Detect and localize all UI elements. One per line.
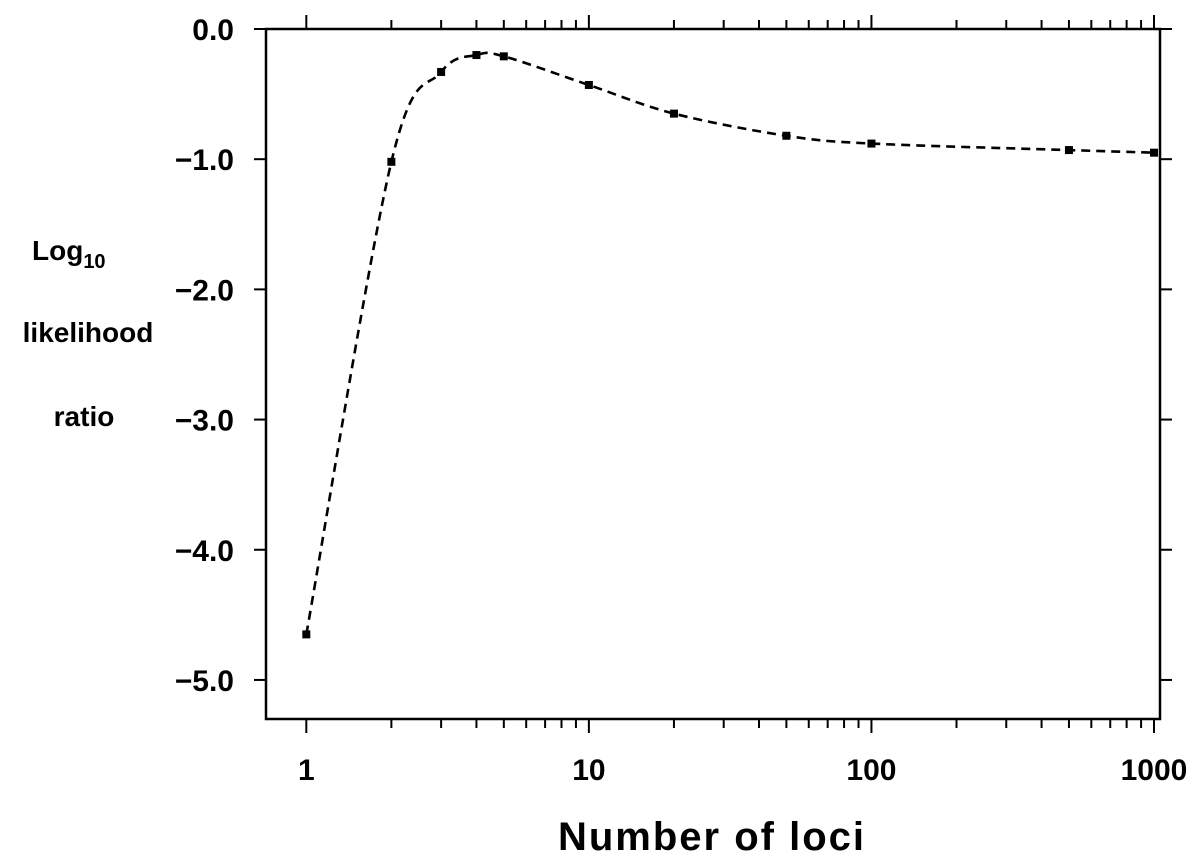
data-point-marker — [302, 630, 311, 639]
data-point-marker — [867, 139, 876, 148]
y-tick-labels: 0.0 −1.0 −2.0 −3.0 −4.0 −5.0 — [175, 14, 234, 698]
data-point-marker — [584, 80, 593, 89]
y-tick-label: 0.0 — [192, 14, 234, 47]
data-point-marker — [387, 157, 396, 166]
y-tick-label: −2.0 — [175, 274, 234, 307]
y-axis-label-likelihood: likelihood — [23, 317, 154, 348]
data-point-marker — [1150, 148, 1159, 157]
x-tick-label: 1000 — [1121, 754, 1188, 787]
data-point-marker — [669, 109, 678, 118]
data-point-marker — [499, 52, 508, 61]
x-tick-label: 1 — [298, 754, 315, 787]
y-axis-label-ratio: ratio — [54, 401, 115, 432]
axis-ticks — [254, 15, 1172, 733]
x-tick-label: 100 — [846, 754, 896, 787]
y-tick-label: −1.0 — [175, 144, 234, 177]
x-tick-labels: 1 10 100 1000 — [298, 754, 1187, 787]
data-point-marker — [437, 67, 446, 76]
y-tick-label: −5.0 — [175, 665, 234, 698]
x-tick-label: 10 — [572, 754, 605, 787]
plot-frame — [264, 27, 1162, 721]
y-tick-label: −3.0 — [175, 405, 234, 438]
y-axis-label-log: Log10 — [32, 235, 106, 273]
y-axis-label-subscript: 10 — [83, 251, 105, 273]
x-axis-label: Number of loci — [558, 815, 866, 859]
series-line — [305, 51, 1155, 635]
y-tick-label: −4.0 — [175, 535, 234, 568]
data-point-marker — [1064, 146, 1073, 155]
data-point-marker — [472, 51, 481, 60]
data-point-marker — [782, 131, 791, 140]
series-layer — [302, 51, 1159, 639]
